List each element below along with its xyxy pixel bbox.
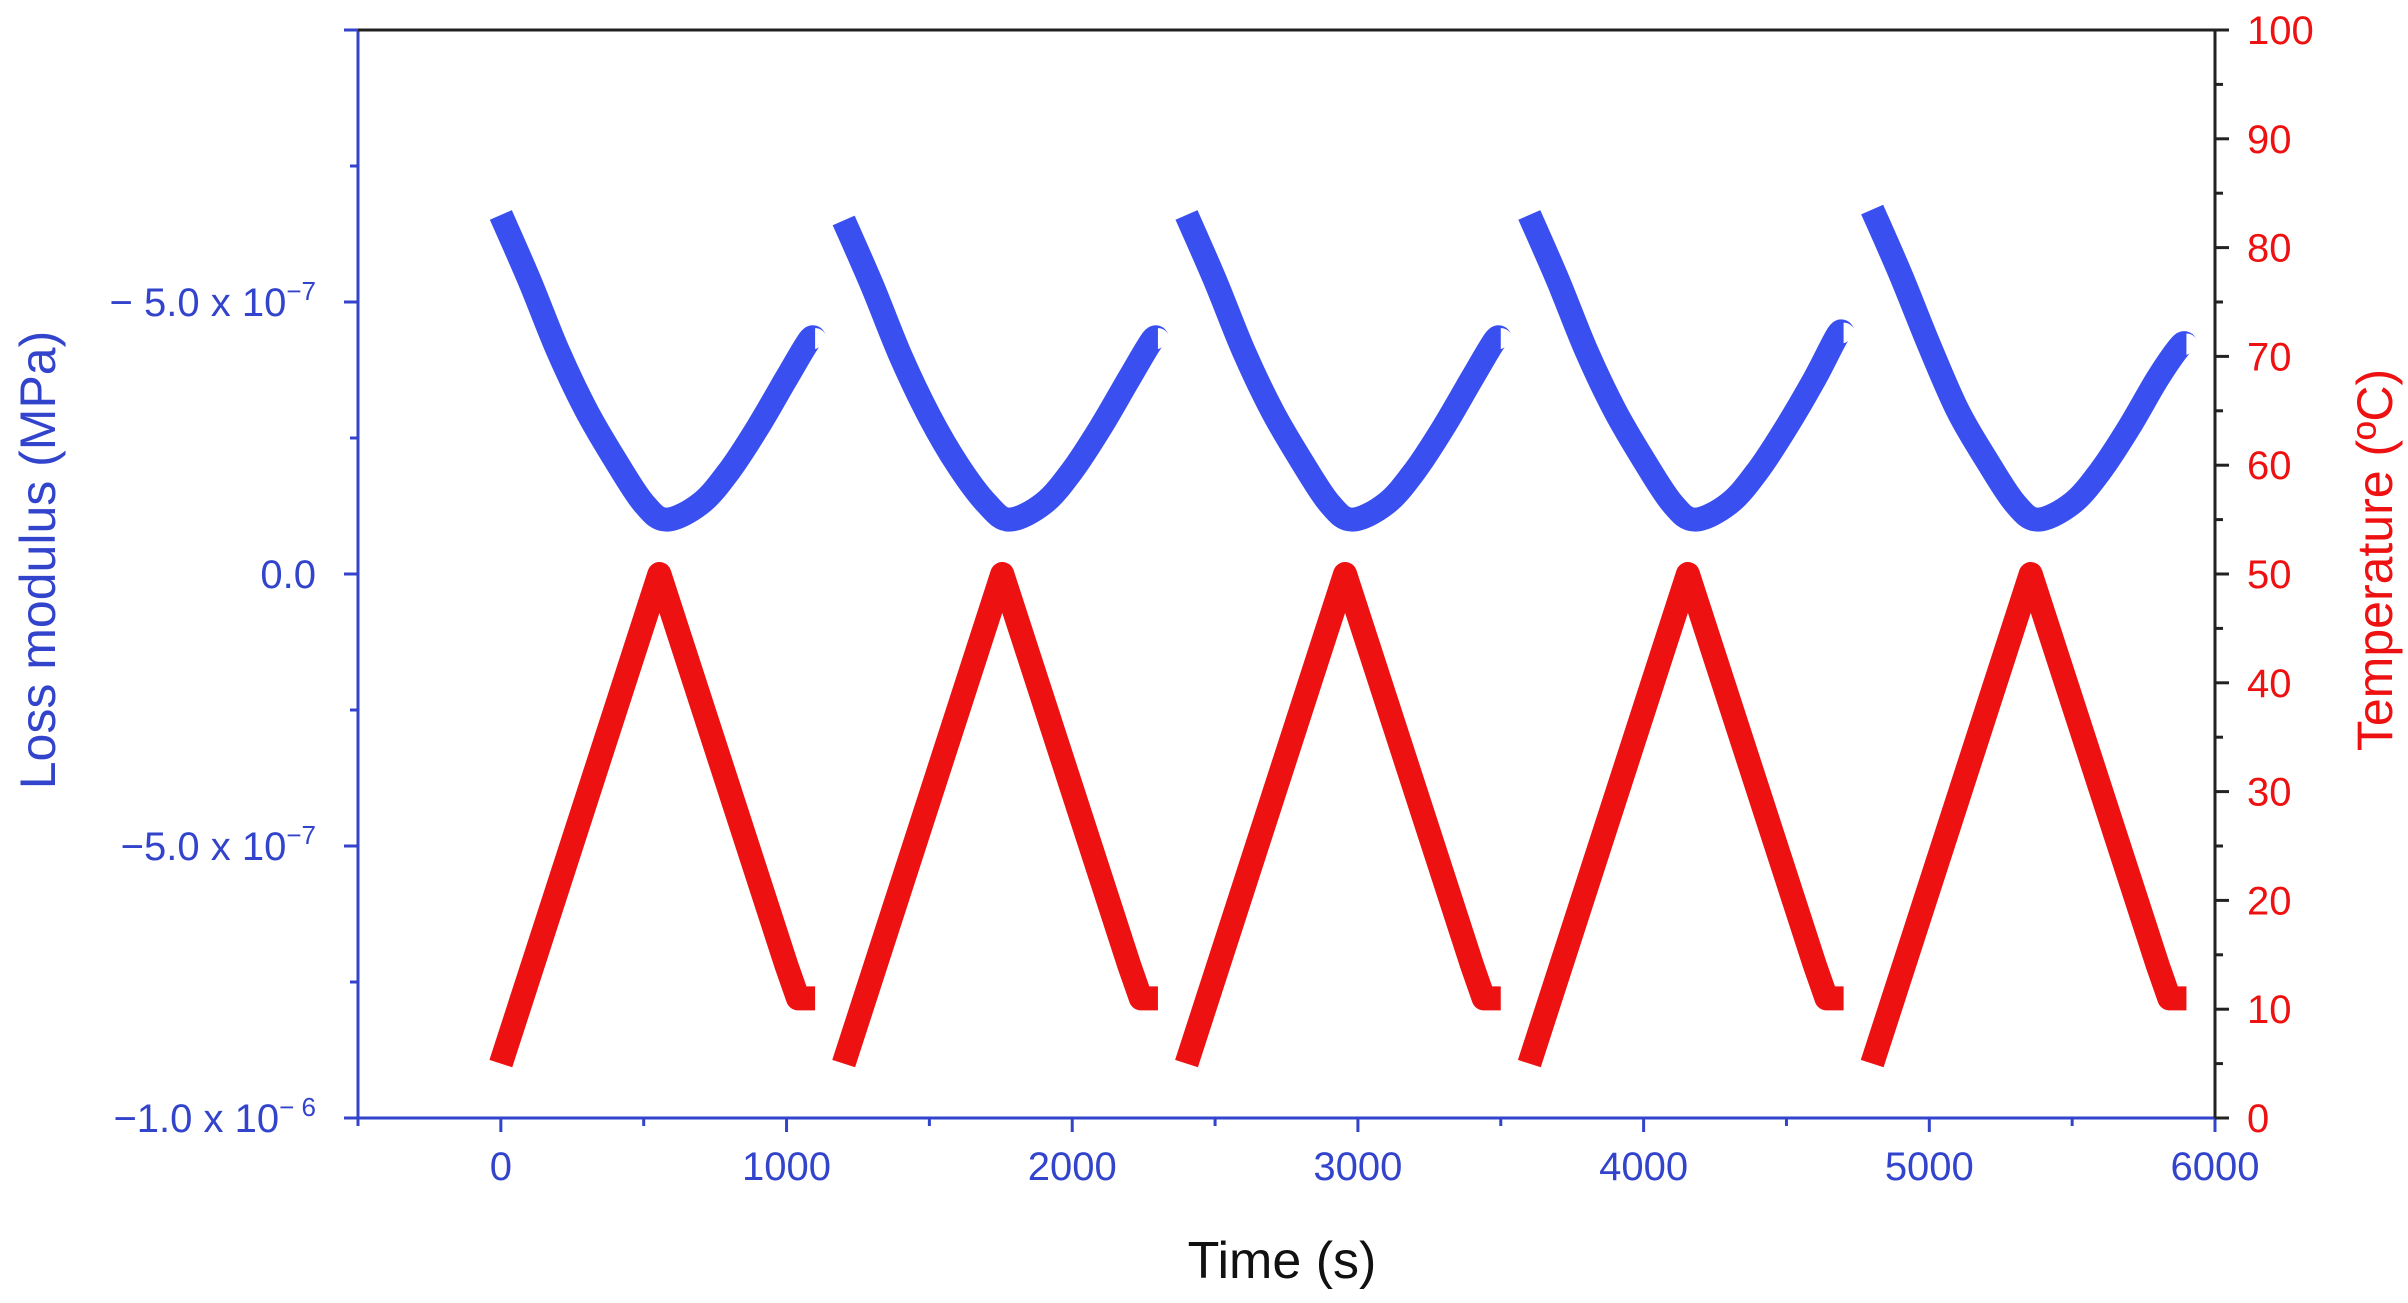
x-axis-label: Time (s) bbox=[1188, 1232, 1377, 1290]
left-tick-label: −1.0 x 10− 6 bbox=[113, 1092, 316, 1141]
x-tick-label: 1000 bbox=[742, 1145, 831, 1189]
right-tick-label: 100 bbox=[2247, 9, 2314, 53]
temperature-cycle-line bbox=[489, 562, 816, 1068]
right-tick-label: 0 bbox=[2247, 1097, 2269, 1141]
left-ticks: − 5.0 x 10−7 0.0 −5.0 x 10−7 −1.0 x 10− 6 bbox=[110, 28, 358, 1141]
right-tick-label: 40 bbox=[2247, 662, 2292, 706]
x-tick-label: 5000 bbox=[1885, 1145, 1974, 1189]
loss-modulus-cycle-line bbox=[489, 210, 828, 532]
right-tick-label: 90 bbox=[2247, 118, 2292, 162]
axes bbox=[356, 28, 2217, 1120]
x-tick-label: 3000 bbox=[1313, 1145, 1402, 1189]
right-tick-label: 10 bbox=[2247, 988, 2292, 1032]
right-tick-label: 30 bbox=[2247, 771, 2292, 815]
x-tick-label: 2000 bbox=[1028, 1145, 1117, 1189]
loss-modulus-cycle-line bbox=[1861, 204, 2197, 532]
x-tick-label: 6000 bbox=[2171, 1145, 2260, 1189]
x-tick-label: 4000 bbox=[1599, 1145, 1688, 1189]
loss-modulus-cycle-line bbox=[832, 215, 1170, 532]
right-tick-label: 20 bbox=[2247, 879, 2292, 923]
loss-modulus-cycle-line bbox=[1518, 210, 1856, 532]
left-axis-label: Loss modulus (MPa) bbox=[10, 331, 66, 790]
temperature-cycle-line bbox=[1517, 562, 1844, 1068]
loss-modulus-series bbox=[489, 204, 2197, 532]
right-tick-label: 50 bbox=[2247, 553, 2292, 597]
left-tick-label: 0.0 bbox=[260, 553, 316, 597]
temperature-cycle-line bbox=[832, 562, 1158, 1068]
right-tick-label: 80 bbox=[2247, 227, 2292, 271]
left-tick-label: −5.0 x 10−7 bbox=[121, 820, 316, 869]
temperature-cycle-line bbox=[1175, 562, 1501, 1068]
x-ticks: 0 1000 2000 3000 4000 5000 6000 bbox=[356, 1118, 2260, 1189]
loss-modulus-cycle-line bbox=[1175, 210, 1513, 532]
right-ticks: 0 10 20 30 40 50 60 70 80 90 100 bbox=[2215, 9, 2314, 1141]
right-tick-label: 70 bbox=[2247, 335, 2292, 379]
temperature-cycle-line bbox=[1860, 562, 2187, 1068]
x-tick-label: 0 bbox=[490, 1145, 512, 1189]
left-tick-label: − 5.0 x 10−7 bbox=[110, 276, 316, 325]
right-axis-label: Temperature (ºC) bbox=[2347, 369, 2403, 751]
right-tick-label: 60 bbox=[2247, 444, 2292, 488]
temperature-series bbox=[489, 562, 2187, 1068]
